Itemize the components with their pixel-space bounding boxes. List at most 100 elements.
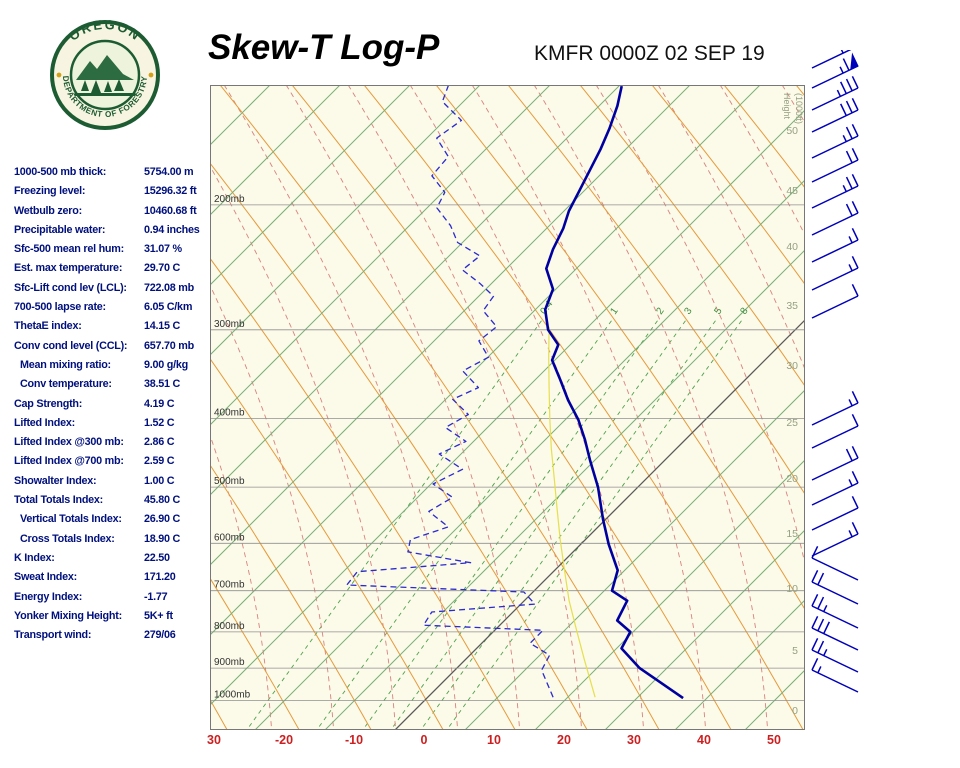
wind-barb: [811, 593, 859, 629]
index-label: 700-500 lapse rate:: [14, 301, 106, 314]
index-label: Precipitable water:: [14, 223, 106, 236]
wind-barb: [811, 255, 859, 291]
wind-barb: [811, 147, 859, 183]
index-value: 14.15 C: [144, 320, 181, 333]
index-row: Mean mixing ratio: 9.00 g/kg: [14, 359, 210, 378]
wind-barb: [811, 657, 859, 693]
index-label: Lifted Index:: [14, 416, 75, 429]
wind-barb: [811, 569, 859, 605]
index-label: Mean mixing ratio:: [20, 358, 111, 371]
height-axis-title: Height: [782, 93, 792, 120]
height-tick-label: 50: [786, 125, 798, 137]
index-label: Conv temperature:: [20, 378, 112, 391]
index-label: Est. max temperature:: [14, 262, 123, 275]
temp-axis-label: 20: [557, 733, 571, 747]
index-value: 5754.00 m: [144, 166, 194, 178]
temp-axis-label: 30: [207, 733, 221, 747]
logo-mountains-icon: [76, 55, 134, 80]
index-row: Lifted Index @700 mb: 2.59 C: [14, 455, 210, 474]
height-tick-label: 25: [786, 417, 798, 429]
pressure-label: 700mb: [214, 580, 245, 591]
index-row: Vertical Totals Index: 26.90 C: [14, 513, 210, 532]
height-tick-label: 10: [786, 583, 798, 595]
pressure-lines: 200mb 300mb 400mb 500mb 600mb 700mb 800mb 900mb…: [210, 194, 805, 701]
temp-axis-label: -20: [274, 733, 294, 747]
wind-barb: [811, 283, 859, 319]
height-tick-label: 5: [792, 645, 798, 657]
height-tick-label: 15: [786, 528, 798, 540]
index-value: 0.94 inches: [144, 223, 200, 236]
wind-barb: [811, 637, 859, 673]
wind-barb: [811, 97, 859, 133]
index-value: 31.07 %: [144, 243, 182, 256]
temp-axis-label: 40: [697, 733, 711, 747]
index-value: 722.08 mb: [144, 281, 194, 294]
logo-left-star: [56, 72, 62, 78]
pressure-label: 300mb: [214, 319, 245, 330]
temp-axis-label: 10: [487, 733, 501, 747]
mixing-ratio-label: 1: [608, 305, 620, 316]
index-value: 4.19 C: [144, 397, 175, 410]
pressure-label: 600mb: [214, 532, 245, 543]
index-row: Lifted Index @300 mb: 2.86 C: [14, 436, 210, 455]
index-value: 26.90 C: [144, 513, 181, 526]
index-row: Transport wind: 279/06: [14, 629, 210, 648]
index-row: Precipitable water: 0.94 inches: [14, 224, 210, 243]
wind-barb: [811, 123, 859, 159]
index-row: Sfc-Lift cond lev (LCL): 722.08 mb: [14, 282, 210, 301]
index-label: Sweat Index:: [14, 571, 77, 584]
index-row: Sweat Index: 171.20: [14, 571, 210, 590]
height-tick-label: 0: [792, 705, 798, 717]
height-tick-label: 40: [786, 241, 798, 253]
wind-barb: [811, 227, 859, 263]
index-value: 1.52 C: [144, 416, 175, 429]
height-axis-title-units: (1000ft): [794, 93, 804, 124]
index-row: Wetbulb zero: 10460.68 ft: [14, 205, 210, 224]
chart-border: [210, 85, 805, 730]
wind-barb: [811, 50, 852, 69]
index-row: Showalter Index: 1.00 C: [14, 475, 210, 494]
height-tick-label: 20: [786, 473, 798, 485]
wind-barb: [811, 390, 859, 426]
pressure-label: 500mb: [214, 476, 245, 487]
index-label: Cross Totals Index:: [20, 532, 115, 545]
odf-logo: OREGON DEPARTMENT OF FORESTRY: [50, 17, 160, 130]
index-value: 279/06: [144, 629, 176, 642]
index-row: Yonker Mixing Height: 5K+ ft: [14, 610, 210, 629]
index-label: K Index:: [14, 551, 55, 564]
dewpoint-trace: [346, 85, 554, 698]
mixing-ratio-label: 8: [738, 305, 750, 316]
index-value: 2.59 C: [144, 455, 175, 468]
height-tick-label: 35: [786, 300, 798, 312]
wind-barb: [811, 615, 859, 651]
index-row: ThetaE index: 14.15 C: [14, 320, 210, 339]
station-datetime: KMFR 0000Z 02 SEP 19: [534, 42, 765, 65]
wind-barb: [811, 52, 859, 89]
temp-axis-label: 30: [627, 733, 641, 747]
index-label: Transport wind:: [14, 629, 92, 642]
pressure-label: 1000mb: [214, 690, 251, 701]
index-row: Total Totals Index: 45.80 C: [14, 494, 210, 513]
index-row: Cap Strength: 4.19 C: [14, 398, 210, 417]
skewt-chart: 200mb 300mb 400mb 500mb 600mb 700mb 800mb 900mb…: [210, 85, 805, 730]
index-value: 9.00 g/kg: [144, 358, 188, 371]
pressure-label: 400mb: [214, 407, 245, 418]
index-label: Energy Index:: [14, 590, 83, 603]
wind-barb: [811, 521, 859, 557]
wind-barb: [811, 200, 859, 236]
page-title: Skew-T Log-P: [208, 28, 440, 67]
index-label: ThetaE index:: [14, 320, 82, 333]
index-label: Total Totals Index:: [14, 494, 104, 507]
index-value: 657.70 mb: [144, 339, 194, 352]
temp-axis-label: -10: [344, 733, 364, 747]
mixing-ratio-label: 2: [654, 305, 666, 316]
wind-barb-column: [811, 50, 859, 693]
index-row: Conv temperature: 38.51 C: [14, 378, 210, 397]
pressure-label: 900mb: [214, 657, 245, 668]
index-value: 6.05 C/km: [144, 301, 193, 314]
wind-barb: [811, 545, 859, 581]
indices-panel: 1000-500 mb thick: 5754.00 m Freezing leve…: [14, 166, 210, 648]
wind-barb: [811, 495, 859, 531]
